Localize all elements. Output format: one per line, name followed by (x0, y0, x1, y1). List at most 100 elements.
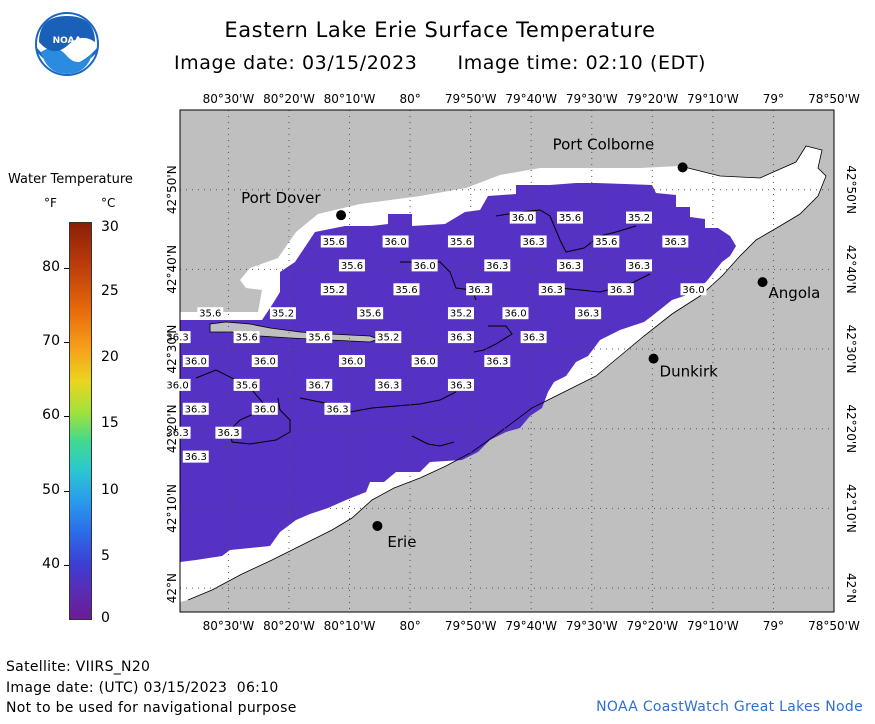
temperature-label: 36.3 (164, 426, 191, 439)
temperature-label-bg (182, 402, 209, 415)
temperature-label-bg (447, 378, 474, 391)
temperature-label-bg (320, 283, 347, 296)
temperature-value: 35.6 (308, 333, 330, 344)
longitude-label-top: 79° (763, 92, 784, 106)
temperature-label-bg (357, 307, 384, 320)
temperature-label: 36.0 (411, 259, 438, 272)
temperature-value: 36.3 (486, 357, 508, 368)
f-tick-mark (64, 565, 69, 566)
longitude-label-bottom: 80° (399, 619, 420, 633)
temperature-value: 35.6 (559, 213, 581, 224)
temperature-label-bg (625, 259, 652, 272)
city-label: Port Colborne (553, 135, 655, 153)
c-tick-label: 0 (101, 610, 110, 626)
temperature-label: 36.3 (215, 426, 242, 439)
temperature-value: 35.6 (235, 380, 257, 391)
temperature-label: 36.3 (662, 235, 689, 248)
temperature-colorbar (69, 222, 92, 620)
longitude-label-bottom: 78°50'W (808, 619, 860, 633)
temperature-value: 35.6 (359, 309, 381, 320)
temperature-label-bg (233, 378, 260, 391)
temperature-value: 36.3 (577, 309, 599, 320)
latitude-label-right: 42°50'N (844, 165, 858, 214)
temperature-value: 36.0 (384, 237, 406, 248)
temperature-label: 36.0 (164, 378, 191, 391)
temperature-value: 36.7 (308, 380, 330, 391)
f-tick-label: 50 (42, 482, 60, 498)
temperature-label-bg (182, 355, 209, 367)
temperature-value: 36.3 (450, 380, 472, 391)
image-subtitle: Image date: 03/15/2023 Image time: 02:10 … (140, 52, 740, 74)
f-tick-label: 70 (42, 333, 60, 349)
image-date: Image date: 03/15/2023 (173, 52, 418, 74)
temperature-value: 36.3 (522, 237, 544, 248)
latitude-label-left: 42°10'N (165, 484, 179, 533)
temperature-label-bg (251, 355, 278, 367)
shoreline (187, 145, 827, 601)
temperature-label-bg (233, 331, 260, 344)
temperature-label-bg (447, 307, 474, 320)
credit-link[interactable]: NOAA CoastWatch Great Lakes Node (596, 699, 863, 715)
temperature-label: 36.0 (509, 211, 536, 224)
temperature-value: 36.0 (512, 213, 534, 224)
unit-fahrenheit: °F (44, 196, 57, 210)
temperature-label-bg (375, 378, 402, 391)
temperature-label: 36.0 (251, 355, 278, 368)
temperature-label: 35.6 (556, 211, 583, 224)
latitude-label-right: 42°30'N (844, 325, 858, 374)
image-time: Image time: 02:10 (EDT) (457, 52, 707, 74)
latitude-label-right: 42°40'N (844, 245, 858, 294)
temperature-label-bg (338, 259, 365, 272)
temperature-label: 36.3 (484, 355, 511, 368)
temperature-label-bg (306, 331, 333, 344)
temperature-contour (473, 325, 513, 353)
longitude-label-bottom: 79°50'W (445, 619, 497, 633)
longitude-label-top: 80°30'W (203, 92, 255, 106)
latitude-label-left: 42°30'N (165, 325, 179, 374)
temperature-value: 36.3 (166, 428, 188, 439)
longitude-label-top: 79°10'W (687, 92, 739, 106)
utc-date-info: Image date: (UTC) 03/15/2023 06:10 (6, 680, 279, 696)
city-marker (757, 277, 768, 288)
temperature-value: 36.3 (468, 285, 490, 296)
temperature-value: 36.0 (254, 404, 276, 415)
temperature-label: 36.3 (625, 259, 652, 272)
temperature-label: 36.0 (680, 283, 707, 296)
temperature-label-bg (509, 211, 536, 224)
city-label: Angola (769, 284, 821, 302)
longitude-label-bottom: 79°30'W (566, 619, 618, 633)
longitude-label-bottom: 80°10'W (324, 619, 376, 633)
longitude-label-top: 79°20'W (626, 92, 678, 106)
temperature-value: 35.6 (323, 237, 345, 248)
c-tick-label: 5 (101, 548, 110, 564)
legend-title: Water Temperature (8, 172, 133, 187)
temperature-value: 35.6 (595, 237, 617, 248)
temperature-value: 35.6 (395, 285, 417, 296)
temperature-label-bg (556, 259, 583, 272)
longitude-label-bottom: 79°40'W (505, 619, 557, 633)
longitude-label-top: 80°10'W (324, 92, 376, 106)
temperature-label: 36.3 (466, 283, 493, 296)
temperature-value: 36.3 (185, 404, 207, 415)
longitude-label-bottom: 79°10'W (687, 619, 739, 633)
temperature-label-bg (593, 235, 620, 248)
f-tick-mark (64, 342, 69, 343)
temperature-label-bg (484, 355, 511, 367)
temperature-label-bg (375, 331, 402, 344)
temperature-label: 36.3 (556, 259, 583, 272)
city-marker (648, 353, 659, 364)
temperature-value: 35.2 (628, 213, 650, 224)
temperature-value: 36.0 (682, 285, 704, 296)
f-tick-mark (64, 491, 69, 492)
temperature-value: 35.6 (235, 333, 257, 344)
temperature-label: 35.2 (320, 283, 347, 296)
temperature-label-bg (538, 283, 565, 296)
temperature-label-bg (320, 235, 347, 248)
unit-celsius: °C (101, 196, 116, 210)
temperature-label: 35.6 (338, 259, 365, 272)
temperature-label: 36.3 (324, 402, 351, 415)
temperature-label-bg (502, 307, 529, 320)
temperature-label: 35.6 (233, 331, 260, 344)
temperature-value: 36.3 (522, 333, 544, 344)
temperature-label: 36.3 (575, 307, 602, 320)
